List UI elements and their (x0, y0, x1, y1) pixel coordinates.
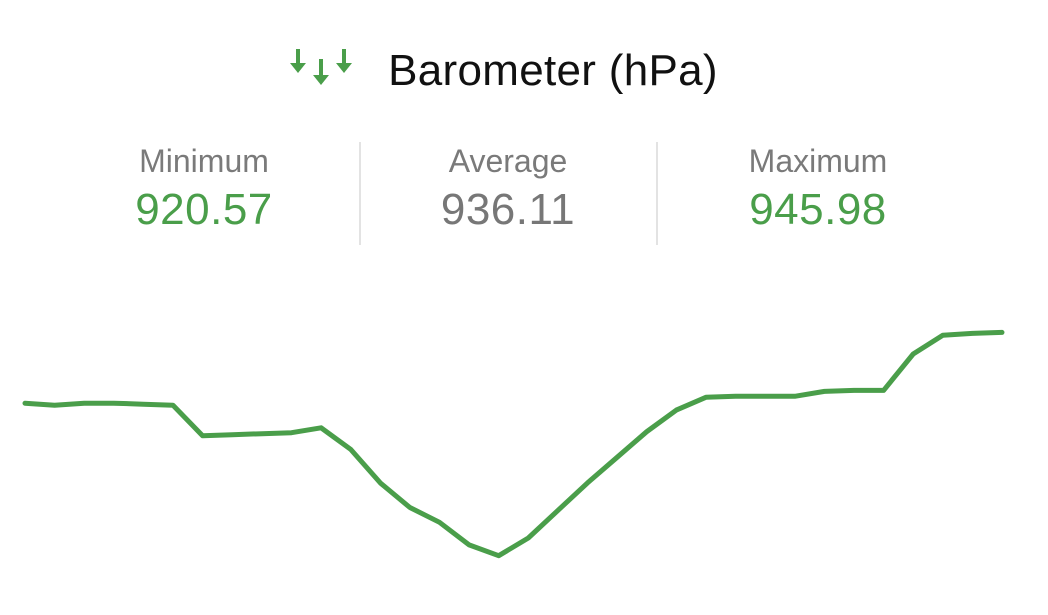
stat-minimum-value: 920.57 (135, 185, 273, 234)
stat-minimum-label: Minimum (139, 143, 269, 179)
stat-minimum: Minimum 920.57 (54, 140, 354, 238)
stat-maximum-value: 945.98 (749, 185, 887, 234)
header: Barometer (hPa) (0, 36, 1048, 106)
pressure-arrows-down-icon (290, 49, 353, 85)
pressure-series-line (22, 329, 1005, 559)
stat-divider (656, 142, 658, 245)
stat-average: Average 936.11 (358, 140, 658, 238)
stats-row: Minimum 920.57 Average 936.11 Maximum 94… (0, 140, 1048, 246)
stat-maximum: Maximum 945.98 (668, 140, 968, 238)
stat-average-value: 936.11 (440, 185, 576, 234)
stat-maximum-label: Maximum (748, 143, 888, 179)
stat-average-label: Average (448, 143, 568, 179)
stat-divider (359, 142, 361, 245)
page-title: Barometer (hPa) (388, 46, 718, 95)
